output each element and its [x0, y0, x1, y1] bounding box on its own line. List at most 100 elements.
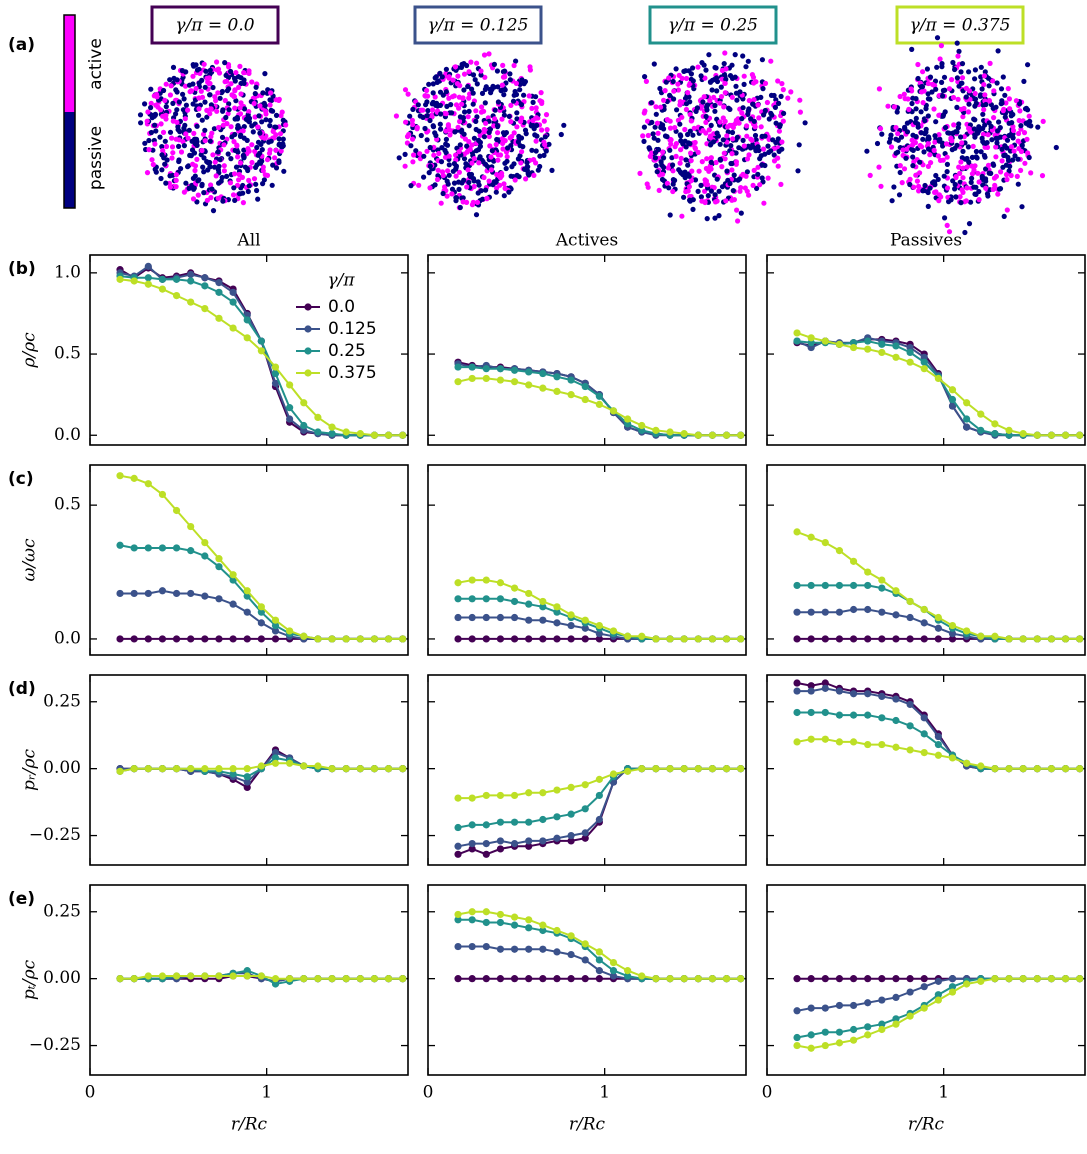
particle	[226, 151, 231, 156]
particle	[502, 161, 507, 166]
particle	[748, 145, 753, 150]
particle	[731, 188, 736, 193]
particle	[694, 109, 699, 114]
particle	[974, 154, 979, 159]
particle	[163, 181, 168, 186]
particle	[931, 179, 936, 184]
data-point	[173, 972, 180, 979]
particle	[688, 129, 693, 134]
particle	[469, 172, 474, 177]
particle	[947, 86, 952, 91]
data-point	[921, 635, 928, 642]
particle	[776, 101, 781, 106]
particle	[233, 78, 238, 83]
data-point	[201, 635, 208, 642]
particle	[474, 61, 479, 66]
data-point	[525, 946, 532, 953]
particle	[950, 147, 955, 152]
particle	[696, 189, 701, 194]
particle	[714, 160, 719, 165]
particle	[202, 62, 207, 67]
particle	[980, 86, 985, 91]
particle	[218, 157, 223, 162]
particle	[262, 177, 267, 182]
particle	[734, 159, 739, 164]
particle	[403, 87, 408, 92]
particle	[191, 131, 196, 136]
data-point	[328, 975, 335, 982]
particle	[508, 119, 513, 124]
particle	[269, 108, 274, 113]
particle	[928, 75, 933, 80]
data-point	[230, 298, 237, 305]
particle	[769, 93, 774, 98]
particle	[982, 92, 987, 97]
data-point	[314, 414, 321, 421]
data-point	[977, 978, 984, 985]
particle	[494, 190, 499, 195]
particle	[200, 95, 205, 100]
particle	[753, 133, 758, 138]
particle	[892, 104, 897, 109]
particle	[642, 108, 647, 113]
particle	[419, 133, 424, 138]
data-point	[511, 946, 518, 953]
particle	[656, 131, 661, 136]
data-point	[201, 305, 208, 312]
particle	[180, 92, 185, 97]
data-point	[131, 475, 138, 482]
particle	[921, 100, 926, 105]
particle	[1015, 174, 1020, 179]
particle	[533, 94, 538, 99]
data-point	[454, 843, 461, 850]
data-point	[921, 975, 928, 982]
particle	[762, 134, 767, 139]
particle	[938, 56, 943, 61]
data-point	[921, 619, 928, 626]
particle	[942, 75, 947, 80]
data-point	[1048, 635, 1055, 642]
particle	[231, 192, 236, 197]
particle	[722, 61, 727, 66]
particle	[443, 128, 448, 133]
data-point	[300, 399, 307, 406]
particle	[989, 137, 994, 142]
data-point	[469, 375, 476, 382]
particle	[214, 109, 219, 114]
data-point	[836, 582, 843, 589]
particle	[145, 109, 150, 114]
particle	[966, 102, 971, 107]
particle	[1018, 168, 1023, 173]
data-point	[921, 714, 928, 721]
data-point	[131, 635, 138, 642]
data-point	[638, 972, 645, 979]
particle	[735, 218, 740, 223]
particle	[195, 178, 200, 183]
particle	[706, 52, 711, 57]
particle	[665, 181, 670, 186]
particle	[1012, 149, 1017, 154]
data-point	[864, 975, 871, 982]
data-point	[497, 635, 504, 642]
data-point	[892, 611, 899, 618]
particle	[1004, 172, 1009, 177]
particle	[942, 215, 947, 220]
particle	[438, 127, 443, 132]
particle	[410, 122, 415, 127]
series-line	[797, 979, 1080, 1048]
particle	[224, 174, 229, 179]
data-point	[116, 472, 123, 479]
particle	[487, 143, 492, 148]
particle	[422, 126, 427, 131]
data-point	[511, 584, 518, 591]
particle	[741, 105, 746, 110]
data-point	[836, 547, 843, 554]
data-point	[864, 741, 871, 748]
particle	[446, 124, 451, 129]
particle	[945, 223, 950, 228]
data-point	[582, 383, 589, 390]
particle	[508, 77, 513, 82]
particle	[730, 136, 735, 141]
data-point	[258, 762, 265, 769]
particle	[430, 101, 435, 106]
